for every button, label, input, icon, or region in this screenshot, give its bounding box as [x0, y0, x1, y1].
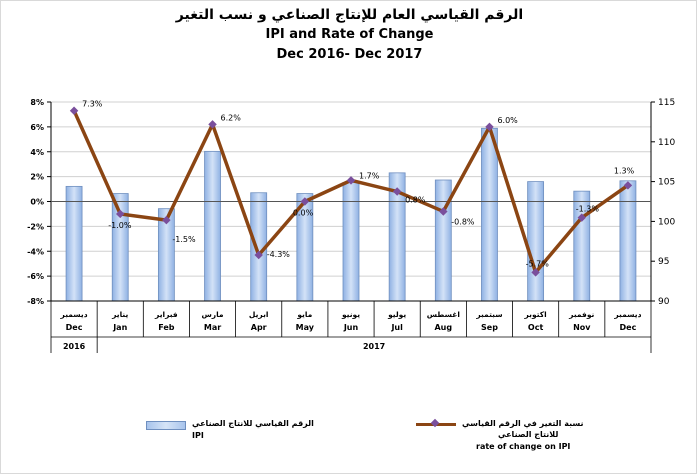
category-label: Mar: [204, 323, 221, 332]
category-label-arabic: يونيو: [341, 310, 360, 319]
category-label-arabic: فبراير: [154, 310, 178, 319]
ipi-bar: [65, 185, 83, 302]
rate-data-label: -5.7%: [526, 259, 550, 268]
rate-data-label: 1.7%: [359, 171, 380, 180]
rate-marker: [531, 268, 540, 277]
category-label: Jul: [390, 323, 403, 332]
rate-marker: [300, 197, 310, 206]
legend-rate-arabic-1: نسبة التغير في الرقم القياسي: [462, 419, 584, 428]
category-label-arabic: اكتوبر: [524, 310, 547, 319]
rate-marker: [208, 120, 217, 129]
right-axis-tick-label: 105: [658, 178, 675, 188]
category-label: Jan: [112, 323, 127, 332]
category-label: Aug: [434, 323, 452, 332]
category-label: Apr: [251, 323, 267, 332]
category-label: Oct: [528, 323, 544, 332]
rate-data-label: 7.3%: [82, 100, 103, 109]
category-label: Feb: [158, 323, 175, 332]
category-label-arabic: نوفمبر: [568, 310, 594, 319]
right-axis-tick-label: 90: [658, 297, 670, 307]
right-axis-tick-label: 100: [658, 217, 675, 227]
chart-titles: الرقم القياسي العام للإنتاج الصناعي و نس…: [1, 5, 697, 65]
right-axis-tick-label: 95: [658, 257, 669, 267]
rate-data-label: 6.2%: [221, 113, 242, 122]
category-label: Jun: [343, 323, 359, 332]
category-label-arabic: مايو: [296, 310, 312, 319]
rate-data-label: -4.3%: [267, 250, 291, 259]
left-axis-tick-label: 0%: [30, 198, 44, 207]
chart-title-arabic: الرقم القياسي العام للإنتاج الصناعي و نس…: [175, 7, 524, 23]
legend-ipi-swatch: [146, 421, 186, 430]
legend-ipi-arabic: الرقم القياسي للانتاج الصناعي: [192, 419, 314, 428]
category-label-arabic: سبتمبر: [475, 310, 502, 319]
rate-data-label: -1.0%: [108, 221, 132, 230]
category-label-arabic: يناير: [111, 310, 128, 319]
category-label-arabic: اغسطس: [427, 310, 460, 319]
left-axis-tick-label: -2%: [27, 222, 44, 231]
left-axis-tick-label: 6%: [30, 123, 44, 132]
ipi-bar: [619, 180, 637, 302]
rate-marker: [485, 122, 494, 132]
category-label: Nov: [573, 323, 591, 332]
left-axis-tick-label: 4%: [30, 148, 44, 157]
category-label-arabic: مارس: [201, 310, 223, 319]
chart-title-period: Dec 2016- Dec 2017: [276, 47, 423, 62]
ipi-bar: [204, 150, 221, 302]
category-label-arabic: ديسمبر: [60, 310, 88, 319]
left-axis-tick-label: -6%: [27, 272, 44, 281]
rate-marker: [392, 187, 402, 196]
category-label: Dec: [66, 323, 83, 332]
left-axis-tick-label: -4%: [27, 247, 44, 256]
category-label-arabic: ديسمبر: [613, 310, 641, 319]
ipi-bar: [342, 181, 360, 302]
rate-marker: [69, 106, 79, 115]
rate-data-label: 0.0%: [293, 209, 314, 218]
left-axis-tick-label: -8%: [27, 297, 44, 306]
rate-marker: [439, 207, 448, 216]
legend-ipi-english: IPI: [192, 431, 204, 440]
rate-marker: [346, 176, 356, 185]
ipi-bar: [481, 127, 498, 302]
year-label: 2016: [63, 342, 86, 351]
rate-data-label: -1.5%: [172, 235, 196, 244]
legend-rate-english: rate of change on IPI: [476, 442, 571, 451]
category-label-arabic: ابريل: [249, 310, 269, 319]
ipi-bar: [527, 181, 545, 302]
rate-data-label: -1.3%: [576, 205, 600, 214]
rate-marker: [162, 215, 171, 225]
chart-title-english: IPI and Rate of Change: [265, 27, 434, 42]
legend-rate-arabic-2: للانتاج الصناعي: [498, 430, 559, 439]
rate-data-label: 6.0%: [497, 116, 518, 125]
left-axis-tick-label: 8%: [30, 98, 44, 107]
rate-marker: [115, 209, 125, 219]
left-axis-tick-label: 2%: [30, 173, 44, 182]
category-label-arabic: يوليو: [387, 310, 406, 319]
category-label: Dec: [620, 323, 637, 332]
rate-data-label: 1.3%: [614, 166, 635, 175]
category-label: May: [296, 323, 315, 332]
rate-data-label: -0.8%: [451, 217, 475, 226]
year-label: 2017: [363, 342, 385, 351]
category-label: Sep: [481, 323, 498, 332]
rate-data-label: 0.8%: [405, 196, 426, 205]
right-axis-tick-label: 110: [658, 138, 675, 148]
right-axis-tick-label: 115: [658, 98, 675, 108]
